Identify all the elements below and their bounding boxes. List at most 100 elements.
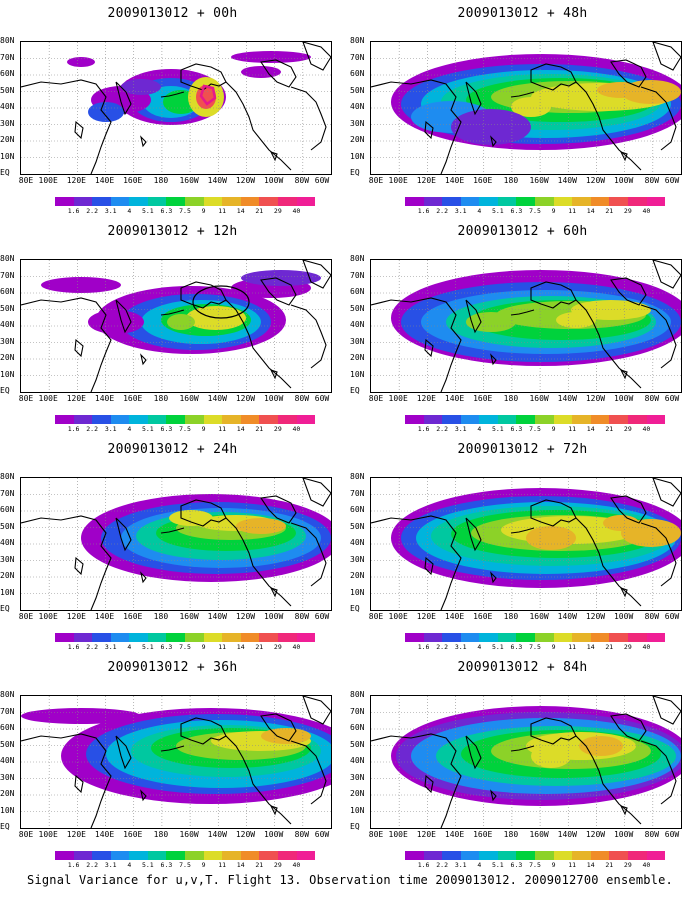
colorbar-swatch: [277, 415, 297, 424]
coastline-path: [290, 86, 327, 151]
colorbar-tick-label: 7.5: [529, 861, 541, 869]
longitude-tick-label: 120W: [585, 830, 606, 839]
coastline-path: [160, 91, 185, 98]
latitude-tick-label: 30N: [350, 336, 365, 346]
longitude-tick-label: 100E: [388, 176, 408, 185]
map-frame: [20, 477, 332, 611]
coastline-path: [74, 338, 84, 358]
coastline-path: [140, 571, 147, 584]
colorbar-swatch: [277, 851, 297, 860]
longitude-tick-label: 120E: [416, 612, 436, 621]
colorbar-tick-label: 1.6: [417, 861, 430, 869]
colorbar-swatch: [405, 415, 424, 424]
colorbar-swatch: [240, 633, 260, 642]
colorbar-tick-label: 4: [127, 207, 132, 215]
coastline-path: [160, 527, 185, 534]
latitude-axis: 80N 70N 60N 50N 40N 30N 20N 10N EQ: [0, 691, 20, 831]
colorbar-tick-label: 5.1: [491, 861, 504, 869]
variance-contour-region: [241, 270, 321, 286]
latitude-tick-label: 60N: [350, 287, 365, 296]
colorbar-swatch: [460, 415, 480, 424]
coastline-path: [260, 713, 297, 742]
longitude-tick-label: 160E: [473, 612, 493, 621]
colorbar-swatch: [553, 851, 573, 860]
colorbar-swatch: [73, 633, 93, 642]
coastline-path: [371, 515, 462, 610]
variance-contour-region: [167, 314, 195, 330]
colorbar-swatch: [442, 197, 461, 206]
latitude-axis: 80N 70N 60N 50N 40N 30N 20N 10N EQ: [0, 37, 20, 177]
longitude-tick-label: 120W: [235, 612, 256, 621]
coastline-path: [74, 774, 84, 794]
longitude-tick-label: 120E: [66, 830, 86, 839]
colorbar-tick-label: 5.1: [491, 425, 504, 433]
coastline-path: [619, 369, 628, 380]
longitude-tick-label: 160W: [529, 612, 549, 621]
coastline-path: [140, 135, 147, 148]
colorbar-tick-label: 9: [201, 861, 206, 869]
forecast-panel: 2009013012 + 84h 80N 70N 60N 50N 40N 30N 20N 10N…: [350, 654, 695, 872]
latitude-tick-label: 60N: [350, 505, 365, 514]
colorbar-swatch: [572, 197, 591, 206]
latitude-tick-label: 10N: [0, 151, 15, 161]
colorbar-tick-label: 40: [642, 643, 651, 651]
lat-lon-grid: [21, 260, 331, 392]
coastline-path: [424, 774, 434, 794]
colorbar-tick-label: 29: [623, 643, 632, 651]
forecast-panel: 2009013012 + 12h 80N 70N 60N 50N 40N 30N 20N 10N…: [0, 218, 345, 436]
coastline-path: [465, 299, 482, 334]
coastline-path: [465, 735, 482, 770]
colorbar-tick-label: 2.2: [86, 207, 99, 215]
latitude-tick-label: 70N: [0, 52, 15, 62]
latitude-axis: 80N 70N 60N 50N 40N 30N 20N 10N EQ: [0, 473, 20, 613]
latitude-tick-label: 50N: [350, 303, 365, 313]
colorbar-swatch: [129, 415, 148, 424]
longitude-axis: 80E 100E 120E 140E 160E 180 160W 140W 120W 100W 80…: [19, 394, 330, 405]
variance-contour-region: [121, 79, 161, 95]
variance-contour-region: [241, 66, 281, 78]
longitude-axis: 80E 100E 120E 140E 160E 180 160W 140W 120W 100W 80…: [369, 830, 680, 841]
latitude-tick-label: 50N: [0, 521, 15, 531]
map-frame: [370, 695, 682, 829]
variance-contour-region: [556, 312, 596, 328]
latitude-tick-label: 70N: [350, 52, 365, 62]
longitude-tick-label: 60W: [664, 612, 680, 621]
colorbar-swatch: [646, 851, 666, 860]
colorbar-swatch: [590, 851, 610, 860]
latitude-tick-label: 40N: [350, 756, 365, 765]
coastline-path: [652, 696, 681, 725]
longitude-tick-label: 160W: [529, 394, 549, 403]
longitude-tick-label: 60W: [664, 394, 680, 403]
longitude-tick-label: 100E: [38, 394, 58, 403]
colorbar-swatch: [497, 851, 517, 860]
longitude-tick-label: 80E: [368, 612, 384, 621]
latitude-tick-label: 20N: [350, 353, 365, 362]
longitude-tick-label: 80E: [18, 612, 34, 621]
colorbar-swatch: [460, 633, 480, 642]
colorbar-tick-label: 40: [642, 207, 651, 215]
latitude-tick-label: 70N: [350, 488, 365, 498]
latitude-tick-label: 60N: [350, 69, 365, 78]
longitude-tick-label: 120W: [235, 830, 256, 839]
coastline-path: [180, 717, 227, 745]
coastline-path: [490, 135, 497, 148]
colorbar-tick-label: 6.3: [160, 207, 173, 215]
longitude-tick-label: 100W: [263, 394, 284, 403]
coastline-path: [21, 297, 112, 392]
colorbar-labels: 1.6 2.2 3.1 4 5.1 6.3 7.5 9 11 14 21 29 40: [55, 208, 315, 216]
colorbar-swatch: [590, 415, 610, 424]
colorbar-tick-label: 11: [568, 207, 577, 215]
colorbar-tick-label: 6.3: [160, 861, 173, 869]
colorbar-tick-label: 29: [273, 643, 282, 651]
variance-shading: [391, 706, 681, 806]
latitude-tick-label: 80N: [0, 472, 15, 481]
map-frame: [370, 477, 682, 611]
coastline-path: [530, 281, 577, 309]
colorbar-swatch: [479, 197, 498, 206]
colorbar-tick-label: 29: [623, 207, 632, 215]
colorbar-tick-label: 1.6: [417, 643, 430, 651]
latitude-tick-label: 50N: [0, 85, 15, 95]
colorbar-tick-label: 2.2: [86, 861, 99, 869]
colorbar-swatch: [535, 851, 554, 860]
colorbar-tick-label: 14: [236, 207, 245, 215]
